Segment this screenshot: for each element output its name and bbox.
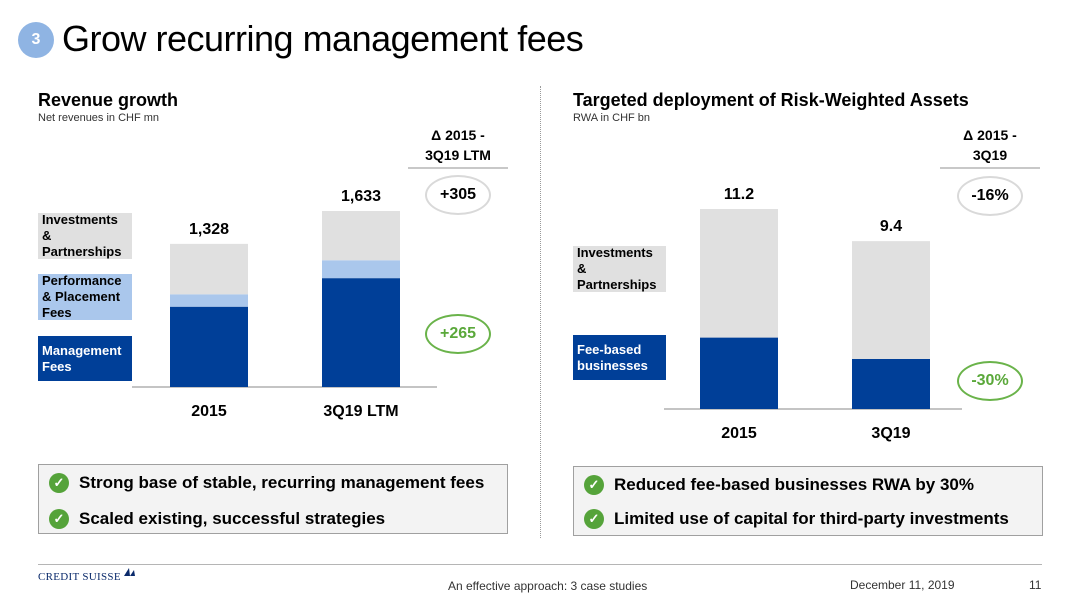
bar-segment-investments-partnerships-2015 — [700, 209, 778, 338]
right-bullet-2: ✓ Limited use of capital for third-party… — [584, 509, 1009, 529]
footer-date: December 11, 2019 — [850, 578, 955, 592]
footer-center-text: An effective approach: 3 case studies — [448, 579, 648, 593]
left-delta-mgmt-pill: +265 — [425, 314, 491, 354]
right-delta-fee-pill: -30% — [957, 361, 1023, 401]
panel-divider — [540, 86, 541, 538]
bar-segment-investments-partnerships-3q19 — [852, 241, 930, 359]
left-bullet-box: ✓ Strong base of stable, recurring manag… — [38, 464, 508, 534]
rwa-subtitle: RWA in CHF bn — [573, 112, 651, 124]
check-icon: ✓ — [49, 473, 69, 493]
section-number-badge: 3 — [18, 22, 54, 58]
total-label: 1,328 — [189, 221, 229, 238]
chart-left-svg: 1,328 2015 1,633 3Q19 LTM — [132, 188, 437, 420]
total-label: 11.2 — [724, 186, 754, 203]
category-label: 2015 — [191, 403, 227, 420]
bar-segment-investments-partnerships-2015 — [170, 243, 248, 295]
bar-segment-performance-placement-fees-2015 — [170, 294, 248, 307]
right-delta-total-pill: -16% — [957, 176, 1023, 216]
revenue-growth-title: Revenue growth — [38, 90, 179, 110]
bar-segment-fee-based-businesses-3q19 — [852, 359, 930, 409]
bar-segment-performance-placement-fees-3q19-ltm — [322, 260, 400, 279]
left-delta-header: Δ 2015 - 3Q19 LTM — [408, 125, 508, 169]
total-label: 9.4 — [880, 218, 902, 235]
rwa-title: Targeted deployment of Risk-Weighted Ass… — [573, 90, 969, 110]
legend-performance-placement-fees: Performance & Placement Fees — [38, 273, 132, 320]
check-icon: ✓ — [584, 509, 604, 529]
left-bullet-2: ✓ Scaled existing, successful strategies — [49, 509, 385, 529]
bar-segment-fee-based-businesses-2015 — [700, 337, 778, 409]
legend-rwa-investments-partnerships: Investments & Partnerships — [573, 245, 666, 292]
bar-segment-management-fees-2015 — [170, 306, 248, 387]
total-label: 1,633 — [341, 188, 381, 205]
category-label: 3Q19 — [871, 425, 910, 442]
right-delta-header: Δ 2015 - 3Q19 — [940, 125, 1040, 169]
revenue-growth-subtitle: Net revenues in CHF mn — [38, 112, 160, 124]
bar-segment-management-fees-3q19-ltm — [322, 278, 400, 387]
category-label: 2015 — [721, 425, 757, 442]
slide-title: Grow recurring management fees — [62, 18, 584, 59]
category-label: 3Q19 LTM — [323, 403, 398, 420]
rwa-chart: 11.2 2015 9.4 3Q19 — [664, 180, 964, 445]
page-number: 11 — [1029, 578, 1042, 592]
chart-right-svg: 11.2 2015 9.4 3Q19 — [664, 186, 962, 442]
right-bullet-1: ✓ Reduced fee-based businesses RWA by 30… — [584, 475, 974, 495]
left-delta-total-pill: +305 — [425, 175, 491, 215]
revenue-growth-chart: 1,328 2015 1,633 3Q19 LTM — [130, 180, 440, 420]
legend-investments-partnerships: Investments & Partnerships — [38, 212, 132, 259]
credit-suisse-logo: CREDIT SUISSE — [38, 568, 136, 583]
legend-management-fees: Management Fees — [38, 336, 132, 381]
check-icon: ✓ — [584, 475, 604, 495]
legend-fee-based-businesses: Fee-based businesses — [573, 335, 666, 380]
bar-segment-investments-partnerships-3q19-ltm — [322, 211, 400, 261]
sails-icon — [123, 568, 135, 576]
left-bullet-1: ✓ Strong base of stable, recurring manag… — [49, 473, 484, 493]
right-bullet-box: ✓ Reduced fee-based businesses RWA by 30… — [573, 466, 1043, 536]
footer-rule — [38, 564, 1042, 565]
check-icon: ✓ — [49, 509, 69, 529]
